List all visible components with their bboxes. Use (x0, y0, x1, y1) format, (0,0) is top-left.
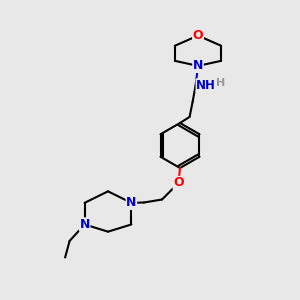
Text: NH: NH (196, 79, 216, 92)
Text: O: O (173, 176, 184, 190)
Text: N: N (126, 196, 136, 209)
Text: N: N (80, 218, 90, 231)
Text: O: O (193, 29, 203, 42)
Text: H: H (216, 78, 225, 88)
Text: N: N (193, 59, 203, 72)
